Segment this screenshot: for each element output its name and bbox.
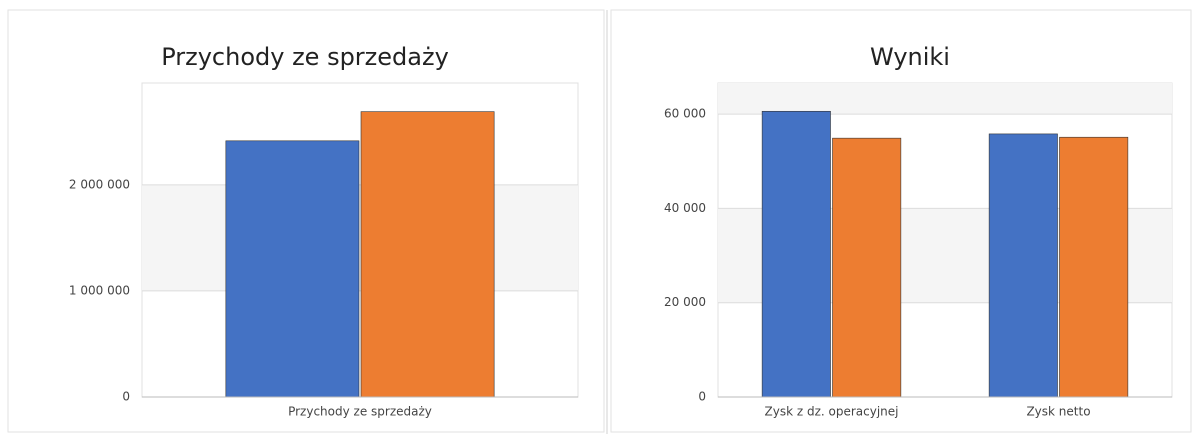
bar [761,110,831,398]
bar [225,140,360,398]
grid-band [718,83,1172,115]
y-tick-label: 1 000 000 [69,283,130,297]
x-tick-label: Zysk z dz. operacyjnej [765,405,899,419]
bar [1059,136,1129,398]
y-tick-label: 2 000 000 [69,177,130,191]
grid-band [142,184,578,291]
bar [360,111,495,398]
y-tick-label: 40 000 [664,201,706,215]
bar [832,137,902,398]
y-tick-label: 0 [698,390,706,404]
x-tick-label: Przychody ze sprzedaży [288,405,432,419]
y-tick-label: 0 [122,390,130,404]
y-tick-label: 60 000 [664,107,706,121]
bar [988,133,1058,398]
y-tick-label: 20 000 [664,295,706,309]
chart-title: Wyniki [870,43,950,71]
x-tick-label: Zysk netto [1026,405,1090,419]
panel [610,9,1192,433]
panel [7,9,605,433]
chart-title: Przychody ze sprzedaży [161,43,449,71]
